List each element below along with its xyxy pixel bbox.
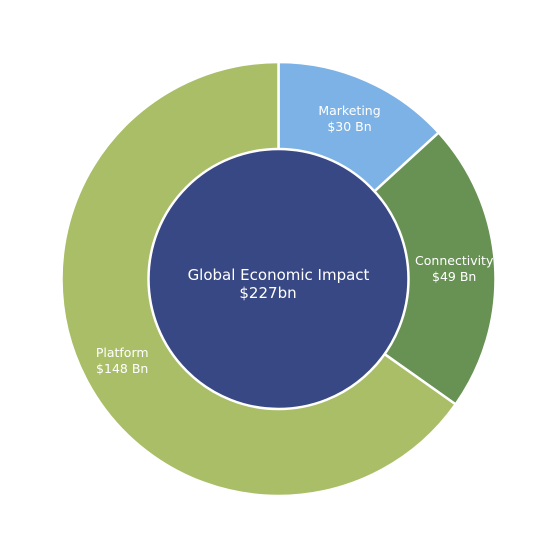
slice-labels: Marketing $30 Bn Connectivity $49 Bn Platfor…: [96, 103, 494, 376]
center-title: Global Economic Impact: [188, 266, 370, 284]
center-total: $227bn: [239, 284, 296, 302]
center-disc: [147, 147, 410, 411]
slice-label-marketing: Marketing $30 Bn: [318, 103, 380, 134]
slice-label-platform: Platform $148 Bn: [96, 345, 149, 376]
slice-label-connectivity: Connectivity $49 Bn: [415, 253, 494, 284]
